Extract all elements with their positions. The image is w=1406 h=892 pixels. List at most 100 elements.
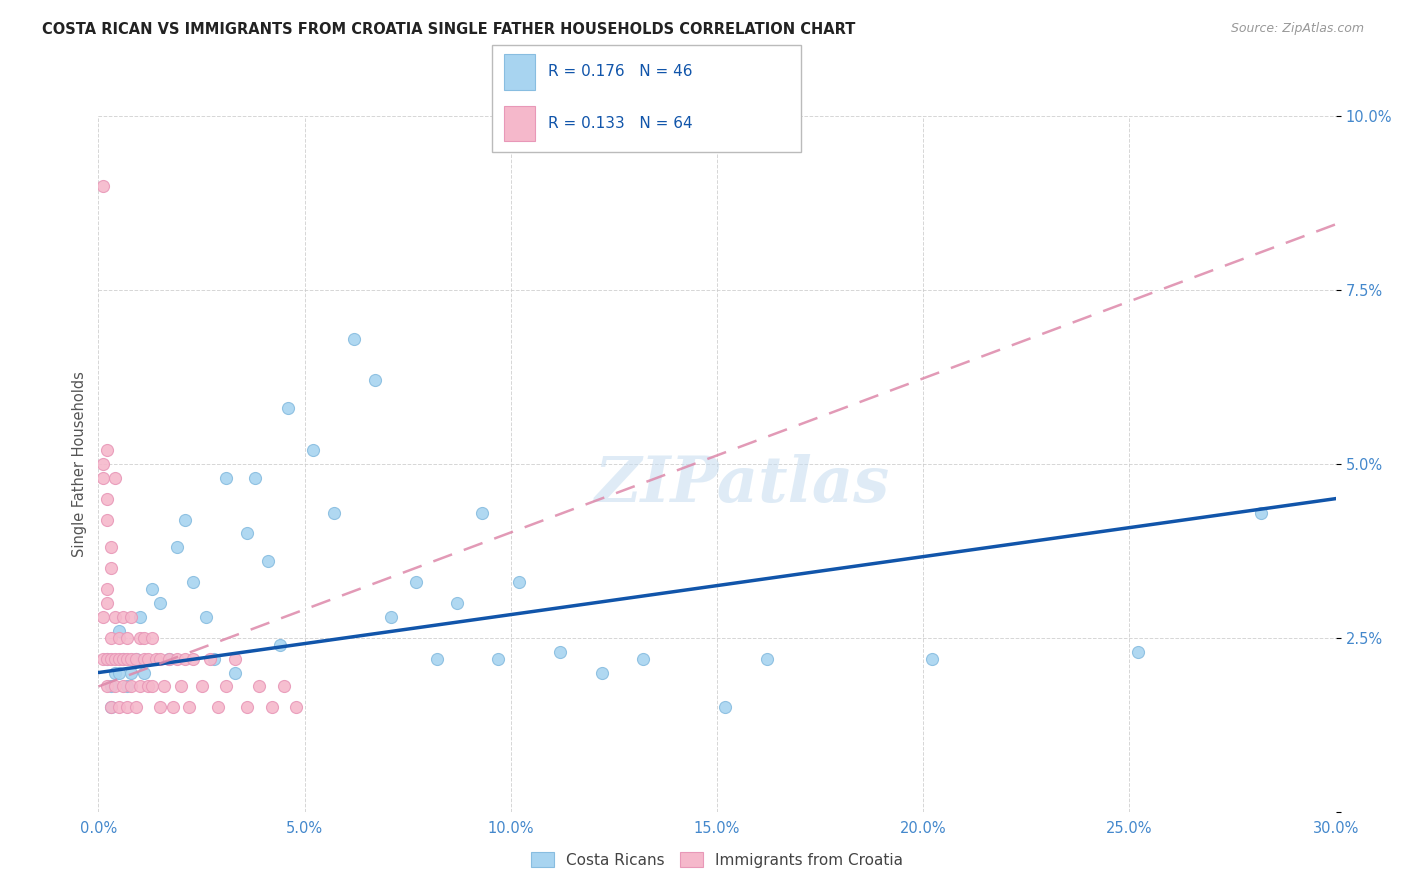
Point	[104, 651, 127, 665]
Point	[162, 700, 184, 714]
Point	[591, 665, 613, 680]
Point	[128, 631, 150, 645]
Point	[104, 665, 127, 680]
Point	[96, 651, 118, 665]
Point	[100, 651, 122, 665]
Point	[100, 680, 122, 694]
Point	[117, 651, 139, 665]
Point	[108, 631, 131, 645]
Point	[194, 610, 217, 624]
Point	[117, 700, 139, 714]
FancyBboxPatch shape	[505, 105, 536, 141]
Point	[132, 631, 155, 645]
Point	[132, 651, 155, 665]
Point	[190, 680, 212, 694]
Point	[91, 610, 114, 624]
Point	[112, 610, 135, 624]
Point	[364, 373, 387, 387]
Point	[322, 506, 344, 520]
Point	[921, 651, 943, 665]
Point	[136, 680, 159, 694]
Point	[426, 651, 449, 665]
Point	[302, 442, 325, 457]
Point	[100, 541, 122, 555]
Point	[488, 651, 510, 665]
Point	[207, 700, 229, 714]
Point	[471, 506, 494, 520]
Point	[380, 610, 402, 624]
Point	[96, 442, 118, 457]
Point	[96, 651, 118, 665]
Point	[104, 610, 127, 624]
Point	[236, 526, 259, 541]
Point	[145, 651, 167, 665]
Point	[124, 651, 146, 665]
Point	[91, 457, 114, 471]
Point	[100, 561, 122, 575]
Point	[132, 665, 155, 680]
Point	[224, 665, 246, 680]
Point	[273, 680, 295, 694]
Point	[96, 512, 118, 526]
Point	[714, 700, 737, 714]
Point	[247, 680, 270, 694]
Point	[91, 651, 114, 665]
Point	[174, 512, 197, 526]
Text: COSTA RICAN VS IMMIGRANTS FROM CROATIA SINGLE FATHER HOUSEHOLDS CORRELATION CHAR: COSTA RICAN VS IMMIGRANTS FROM CROATIA S…	[42, 22, 856, 37]
Point	[149, 700, 172, 714]
FancyBboxPatch shape	[492, 45, 801, 152]
Point	[755, 651, 778, 665]
Point	[1250, 506, 1272, 520]
Point	[179, 700, 201, 714]
Point	[124, 651, 146, 665]
Point	[277, 401, 299, 416]
Text: ZIPatlas: ZIPatlas	[595, 454, 890, 516]
Point	[141, 680, 163, 694]
Point	[166, 651, 188, 665]
Point	[120, 680, 142, 694]
Point	[166, 541, 188, 555]
Point	[202, 651, 225, 665]
Point	[96, 596, 118, 610]
Point	[112, 651, 135, 665]
Point	[136, 651, 159, 665]
Point	[100, 700, 122, 714]
Point	[112, 680, 135, 694]
Point	[108, 665, 131, 680]
Point	[141, 631, 163, 645]
Point	[96, 582, 118, 596]
FancyBboxPatch shape	[505, 54, 536, 89]
Point	[446, 596, 468, 610]
Point	[170, 680, 193, 694]
Point	[120, 665, 142, 680]
Point	[96, 680, 118, 694]
Point	[181, 575, 204, 590]
Point	[96, 491, 118, 506]
Point	[631, 651, 654, 665]
Point	[215, 471, 238, 485]
Point	[117, 631, 139, 645]
Point	[153, 680, 176, 694]
Point	[1126, 645, 1149, 659]
Point	[100, 631, 122, 645]
Point	[91, 178, 114, 193]
Point	[112, 651, 135, 665]
Point	[236, 700, 259, 714]
Text: Source: ZipAtlas.com: Source: ZipAtlas.com	[1230, 22, 1364, 36]
Point	[108, 700, 131, 714]
Point	[157, 651, 180, 665]
Point	[550, 645, 572, 659]
Legend: Costa Ricans, Immigrants from Croatia: Costa Ricans, Immigrants from Croatia	[524, 846, 910, 873]
Point	[405, 575, 427, 590]
Point	[508, 575, 530, 590]
Point	[285, 700, 308, 714]
Point	[198, 651, 221, 665]
Point	[104, 471, 127, 485]
Point	[181, 651, 204, 665]
Point	[224, 651, 246, 665]
Point	[157, 651, 180, 665]
Point	[120, 610, 142, 624]
Y-axis label: Single Father Households: Single Father Households	[72, 371, 87, 557]
Point	[108, 624, 131, 638]
Point	[120, 651, 142, 665]
